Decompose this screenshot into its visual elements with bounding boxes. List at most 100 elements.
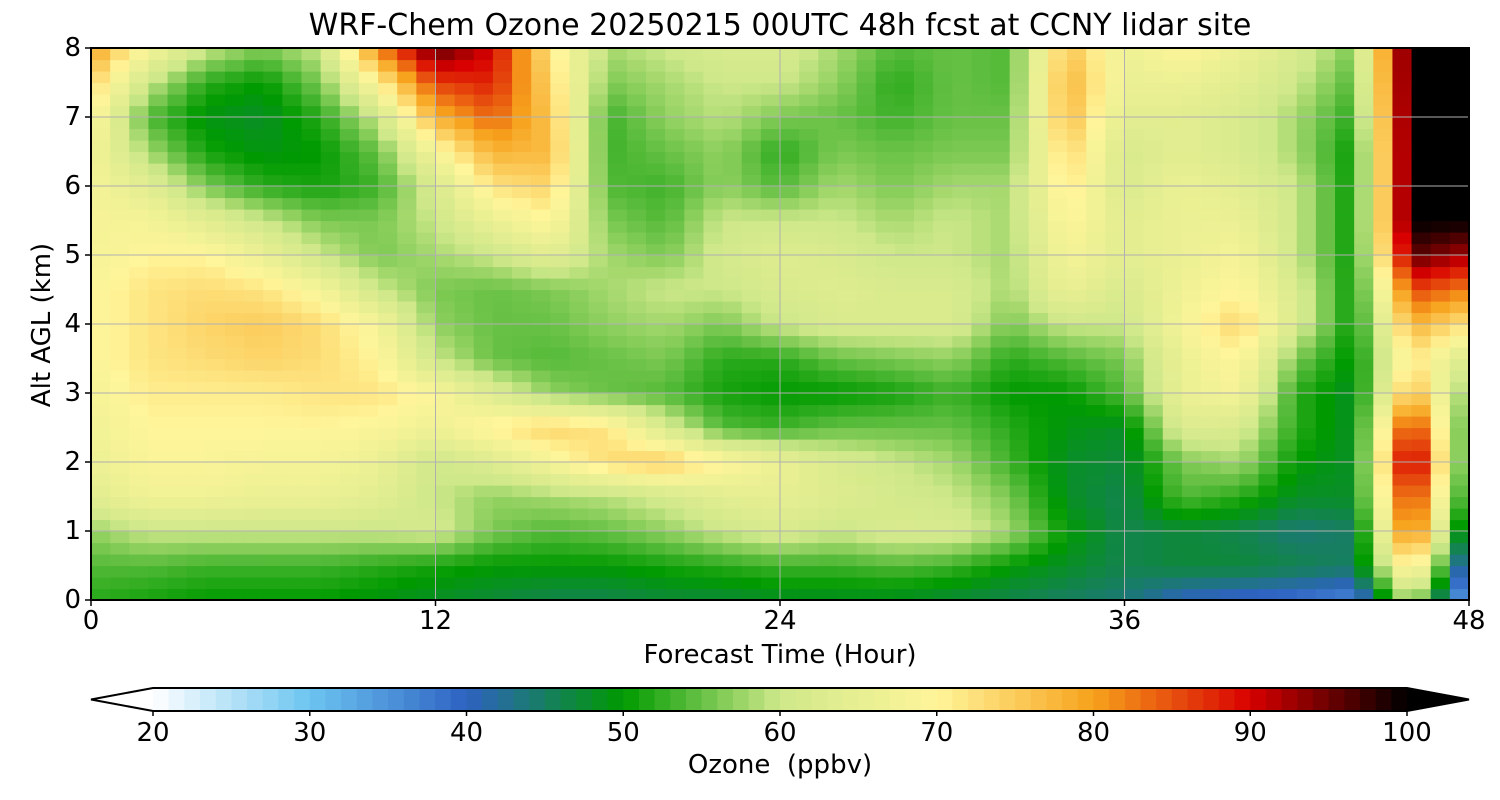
heatmap-cell <box>741 462 762 475</box>
heatmap-cell <box>512 335 532 348</box>
heatmap-cell <box>91 473 111 486</box>
heatmap-cell <box>531 312 551 325</box>
heatmap-cell <box>1411 554 1432 567</box>
heatmap-cell <box>167 59 188 72</box>
heatmap-cell <box>990 335 1011 348</box>
heatmap-cell <box>971 462 992 475</box>
heatmap-cell <box>435 59 456 72</box>
heatmap-cell <box>990 255 1011 268</box>
heatmap-cell <box>780 404 800 417</box>
heatmap-cell <box>416 105 437 118</box>
heatmap-cell <box>722 577 743 590</box>
heatmap-cell <box>780 485 800 498</box>
heatmap-cell <box>110 312 130 325</box>
heatmap-cell <box>454 427 475 440</box>
heatmap-cell <box>205 163 226 176</box>
heatmap-cell <box>148 335 169 348</box>
heatmap-cell <box>856 59 877 72</box>
heatmap-cell <box>837 197 858 210</box>
heatmap-cell <box>1411 255 1432 268</box>
heatmap-cell <box>646 347 666 360</box>
heatmap-cell <box>1277 128 1298 141</box>
heatmap-cell <box>990 473 1011 486</box>
heatmap-cell <box>454 48 475 61</box>
heatmap-cell <box>1392 531 1413 544</box>
heatmap-cell <box>1258 427 1279 440</box>
heatmap-cell <box>224 48 245 61</box>
heatmap-cell <box>1086 151 1106 164</box>
heatmap-cell <box>358 94 379 107</box>
heatmap-cell <box>110 577 130 590</box>
heatmap-cell <box>799 588 819 600</box>
heatmap-cell <box>110 209 130 222</box>
heatmap-cell <box>397 565 417 578</box>
heatmap-cell <box>320 508 341 521</box>
colorbar-segment <box>685 688 703 711</box>
heatmap-cell <box>1239 128 1260 141</box>
heatmap-cell <box>1335 94 1355 107</box>
heatmap-cell <box>1373 531 1394 544</box>
heatmap-cell <box>358 243 379 256</box>
heatmap-cell <box>473 565 494 578</box>
heatmap-cell <box>1028 588 1049 600</box>
heatmap-cell <box>224 197 245 210</box>
heatmap-cell <box>569 416 590 429</box>
heatmap-cell <box>473 128 494 141</box>
heatmap-cell <box>1430 94 1451 107</box>
heatmap-cell <box>837 473 858 486</box>
heatmap-cell <box>512 117 532 130</box>
heatmap-cell <box>971 266 992 279</box>
heatmap-cell <box>818 588 839 600</box>
heatmap-cell <box>1105 427 1126 440</box>
heatmap-cell <box>1296 508 1317 521</box>
heatmap-cell <box>148 301 169 314</box>
heatmap-cell <box>990 508 1011 521</box>
heatmap-cell <box>1258 140 1279 153</box>
heatmap-cell <box>722 565 743 578</box>
heatmap-cell <box>148 312 169 325</box>
heatmap-cell <box>799 94 819 107</box>
heatmap-cell <box>1047 186 1068 199</box>
heatmap-cell <box>607 381 628 394</box>
heatmap-cell <box>933 186 953 199</box>
heatmap-cell <box>1354 163 1374 176</box>
heatmap-cell <box>1354 508 1374 521</box>
heatmap-cell <box>1277 301 1298 314</box>
heatmap-cell <box>1162 347 1183 360</box>
heatmap-cell <box>684 462 705 475</box>
heatmap-cell <box>1162 117 1183 130</box>
heatmap-cell <box>607 393 628 406</box>
heatmap-cell <box>1086 485 1106 498</box>
heatmap-cell <box>1239 462 1260 475</box>
heatmap-cell <box>1181 542 1202 555</box>
heatmap-cell <box>665 381 685 394</box>
heatmap-cell <box>435 197 456 210</box>
heatmap-cell <box>1239 48 1260 61</box>
heatmap-cell <box>129 278 150 291</box>
heatmap-cell <box>473 542 494 555</box>
heatmap-cell <box>646 542 666 555</box>
heatmap-cell <box>626 151 647 164</box>
heatmap-cell <box>1411 197 1432 210</box>
heatmap-cell <box>320 347 341 360</box>
heatmap-cell <box>91 450 111 463</box>
heatmap-cell <box>224 324 245 337</box>
heatmap-cell <box>894 496 915 509</box>
heatmap-cell <box>512 128 532 141</box>
heatmap-cell <box>1067 542 1087 555</box>
heatmap-cell <box>1201 197 1221 210</box>
heatmap-cell <box>205 508 226 521</box>
heatmap-cell <box>378 519 398 532</box>
heatmap-cell <box>626 186 647 199</box>
heatmap-cell <box>1258 301 1279 314</box>
heatmap-cell <box>933 151 953 164</box>
heatmap-cell <box>780 519 800 532</box>
heatmap-cell <box>626 174 647 187</box>
heatmap-cell <box>1086 128 1106 141</box>
heatmap-cell <box>1086 588 1106 600</box>
heatmap-cell <box>607 370 628 383</box>
heatmap-cell <box>301 71 322 84</box>
heatmap-cell <box>1028 473 1049 486</box>
heatmap-cell <box>1335 404 1355 417</box>
heatmap-cell <box>818 186 839 199</box>
